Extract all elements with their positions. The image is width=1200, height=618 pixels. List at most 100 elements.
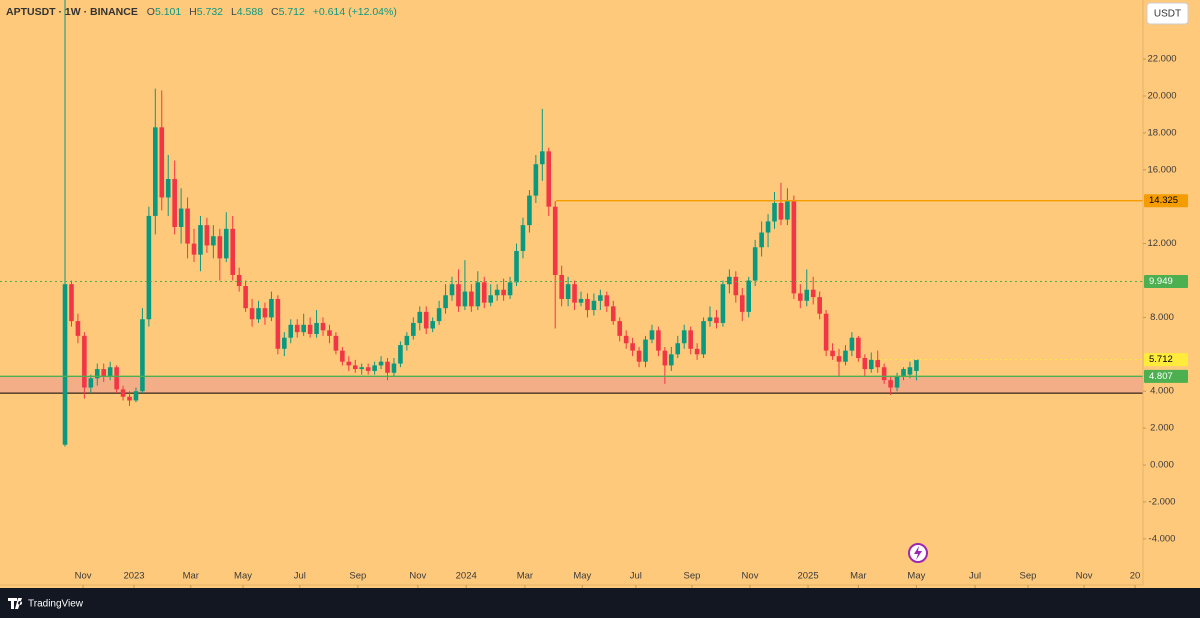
y-tick-label: -2.000 — [1149, 496, 1176, 507]
candle-body — [436, 308, 442, 322]
candle-body — [443, 295, 448, 309]
footer-bar — [0, 588, 1200, 618]
candle-body — [191, 243, 197, 255]
candle-body — [204, 225, 210, 246]
candle-body — [636, 350, 642, 362]
candle-body — [159, 127, 165, 198]
candle-body — [765, 221, 771, 233]
candle-body — [546, 151, 552, 207]
candle-body — [178, 208, 184, 227]
candle-body — [533, 164, 539, 196]
candle-body — [778, 202, 784, 220]
candle-body — [514, 250, 519, 283]
candle-body — [385, 361, 390, 373]
candle-body — [417, 311, 423, 323]
candle-body — [359, 367, 365, 370]
candle-body — [282, 337, 287, 349]
candle-body — [501, 289, 506, 296]
candle-body — [294, 324, 300, 333]
candle-body — [707, 317, 713, 322]
currency-button-box[interactable] — [1146, 2, 1189, 25]
price-label-box — [1144, 369, 1188, 383]
candle-body — [617, 321, 623, 336]
candle-body — [669, 354, 674, 366]
candle-body — [449, 284, 455, 296]
candle-body — [262, 308, 268, 318]
currency-button[interactable]: USDT — [1146, 2, 1189, 25]
candle-body — [540, 151, 545, 165]
x-tick-label: 2025 — [797, 571, 818, 582]
price-label-box — [1144, 194, 1188, 208]
candle-body — [107, 367, 113, 377]
y-tick-label: 20.000 — [1147, 90, 1176, 101]
candle-body — [88, 378, 94, 388]
candle-body — [675, 343, 681, 355]
candle-body — [656, 330, 661, 351]
candle-body — [598, 295, 603, 301]
candle-body — [572, 284, 577, 303]
candle-body — [275, 298, 281, 349]
candle-body — [720, 284, 726, 323]
x-tick-label: May — [573, 571, 591, 582]
candle-body — [94, 369, 100, 379]
candle-body — [739, 295, 745, 312]
candle-body — [591, 300, 597, 311]
legend-value: 5.101 — [155, 6, 181, 18]
candle-body — [798, 293, 803, 301]
candle-body — [288, 324, 294, 338]
candle-body — [888, 380, 893, 388]
legend-key: C — [271, 6, 279, 18]
candle-body — [352, 365, 358, 370]
support-zone — [0, 376, 1143, 394]
candle-body — [140, 319, 145, 392]
candle-body — [423, 311, 429, 329]
y-tick-label: 2.000 — [1150, 423, 1174, 434]
candle-body — [223, 228, 229, 259]
y-tick-label: 22.000 — [1147, 54, 1176, 65]
candle-body — [430, 321, 435, 329]
price-label-box — [1144, 353, 1188, 367]
lightning-icon[interactable] — [908, 543, 928, 563]
currency-label[interactable]: USDT — [1154, 9, 1181, 20]
legend-value: 4.588 — [237, 6, 263, 18]
candle-body — [830, 350, 835, 357]
candle-body — [823, 313, 829, 351]
candle-body — [411, 322, 416, 336]
candle-body — [398, 345, 403, 364]
legend-value: 5.712 — [279, 6, 305, 18]
price-label: 5.712 — [1149, 354, 1173, 365]
candle-body — [868, 359, 874, 370]
price-label: 9.949 — [1149, 276, 1173, 287]
candle-body — [101, 369, 107, 377]
candle-body — [481, 282, 487, 303]
candle-body — [610, 306, 616, 322]
candle-body — [269, 298, 274, 318]
candle-body — [552, 206, 558, 275]
candle-body — [578, 298, 584, 303]
candle-body — [211, 236, 216, 246]
candle-body — [172, 179, 177, 227]
candle-body — [727, 276, 732, 285]
x-tick-label: Nov — [75, 571, 92, 582]
candle-body — [856, 337, 861, 359]
candle-body — [785, 201, 790, 220]
lightning-bolt[interactable] — [914, 546, 922, 560]
candle-body — [875, 359, 881, 368]
candle-body — [585, 298, 590, 311]
candle-body — [185, 208, 190, 244]
y-tick-label: 16.000 — [1147, 164, 1176, 175]
plot-area — [0, 0, 1143, 447]
candle-body — [520, 225, 526, 251]
x-tick-label: 2024 — [456, 571, 477, 582]
candle-body — [649, 330, 655, 340]
candle-body — [494, 289, 500, 296]
candle-body — [643, 339, 648, 362]
x-tick-label: 2023 — [123, 571, 144, 582]
y-tick-label: 0.000 — [1150, 460, 1174, 471]
candle-body — [133, 391, 139, 401]
candle-body — [391, 363, 397, 373]
candle-body — [701, 321, 706, 355]
candle-body — [810, 289, 816, 298]
price-label-box — [1144, 274, 1188, 288]
